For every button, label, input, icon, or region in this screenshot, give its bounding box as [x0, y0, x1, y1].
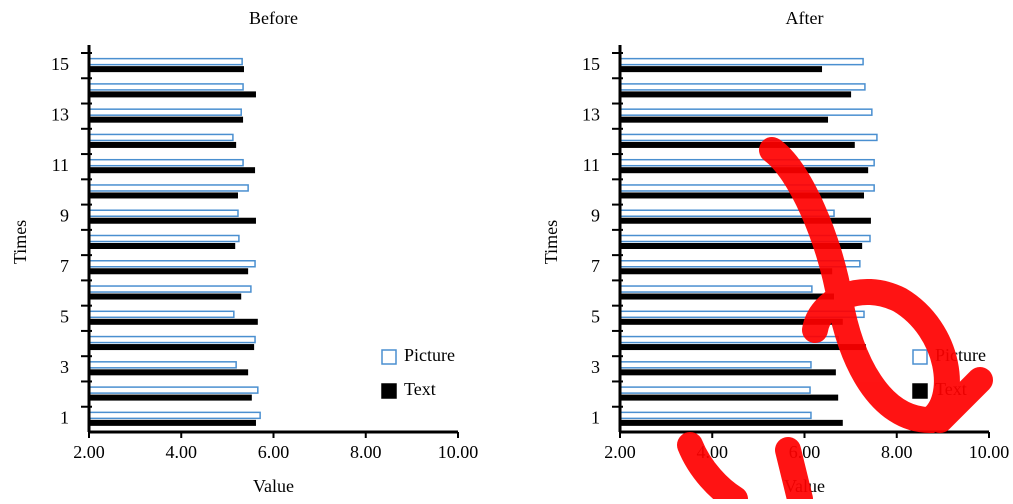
scribble [677, 137, 993, 504]
bar [620, 141, 855, 148]
y-tick-label: 15 [51, 54, 69, 74]
bar [619, 411, 812, 420]
bar [89, 66, 244, 73]
bar [620, 293, 835, 300]
bar [88, 386, 259, 394]
y-tick-label: 15 [582, 54, 600, 74]
y-tick-label: 3 [591, 357, 600, 377]
bar [620, 369, 836, 376]
bar [89, 141, 237, 148]
scribble-stroke [775, 437, 813, 504]
bar [620, 91, 852, 98]
scribble-stroke [759, 137, 960, 434]
y-tick-label: 11 [52, 155, 69, 175]
bar [88, 184, 249, 192]
bar [619, 133, 878, 142]
legend-label: Picture [404, 345, 455, 365]
bar [88, 335, 256, 344]
x-tick-label: 4.00 [166, 442, 198, 462]
bar [89, 217, 256, 224]
y-tick-label: 7 [60, 256, 69, 276]
bar [88, 209, 239, 217]
scribble-stroke [677, 432, 748, 504]
y-tick-label: 11 [583, 155, 600, 175]
chart-title: Before [249, 8, 298, 28]
bar [619, 108, 873, 116]
bar [620, 116, 829, 123]
bar [89, 91, 256, 98]
legend-swatch [912, 349, 928, 365]
y-tick-label: 13 [51, 104, 69, 124]
x-tick-label: 6.00 [258, 442, 290, 462]
bar [619, 83, 866, 91]
bar [620, 243, 863, 249]
x-axis-label: Value [253, 476, 294, 496]
bar [88, 57, 243, 66]
bar [88, 133, 234, 142]
bar [620, 268, 833, 275]
bar [619, 57, 864, 66]
x-tick-label: 8.00 [881, 442, 913, 462]
bar [88, 285, 252, 293]
y-tick-label: 1 [591, 407, 600, 427]
bar [620, 217, 871, 224]
bar [89, 394, 252, 401]
bar [88, 158, 244, 167]
bar [88, 260, 256, 268]
bar [88, 411, 261, 420]
x-tick-label: 2.00 [73, 442, 105, 462]
bar [88, 108, 242, 116]
bar [88, 310, 235, 319]
bar [620, 66, 823, 73]
bar [619, 158, 875, 167]
bar [88, 361, 237, 369]
bar [620, 192, 865, 199]
bar [620, 394, 839, 401]
bar [620, 419, 843, 426]
y-tick-label: 1 [60, 407, 69, 427]
legend-swatch [381, 383, 397, 399]
scribble-stroke [927, 367, 993, 433]
bar [620, 167, 869, 174]
bar [619, 386, 811, 394]
bar [89, 293, 242, 300]
legend-label: Text [404, 379, 436, 399]
chart-title: After [786, 8, 824, 28]
bar [89, 369, 249, 376]
bar [619, 361, 812, 369]
bar [89, 243, 236, 249]
y-tick-label: 3 [60, 357, 69, 377]
bar [88, 234, 240, 243]
bar [89, 318, 258, 325]
bar [89, 268, 249, 275]
y-axis-label: Times [541, 220, 561, 264]
bar [619, 285, 813, 293]
bar [89, 167, 256, 174]
y-axis-label: Times [10, 220, 30, 264]
y-tick-label: 7 [591, 256, 600, 276]
x-tick-label: 10.00 [969, 442, 1010, 462]
bar [620, 318, 843, 325]
bar [89, 116, 244, 123]
bar [89, 344, 255, 351]
bar [619, 184, 875, 192]
y-tick-label: 13 [582, 104, 600, 124]
x-tick-label: 10.00 [438, 442, 479, 462]
legend-swatch [381, 349, 397, 365]
bar [89, 192, 238, 199]
x-tick-label: 2.00 [604, 442, 636, 462]
y-tick-label: 9 [60, 205, 69, 225]
x-tick-label: 8.00 [350, 442, 382, 462]
legend-swatch [912, 383, 928, 399]
bar [88, 83, 244, 91]
bar [620, 344, 866, 351]
y-tick-label: 9 [591, 205, 600, 225]
y-tick-label: 5 [591, 306, 600, 326]
bar [89, 419, 256, 426]
y-tick-label: 5 [60, 306, 69, 326]
